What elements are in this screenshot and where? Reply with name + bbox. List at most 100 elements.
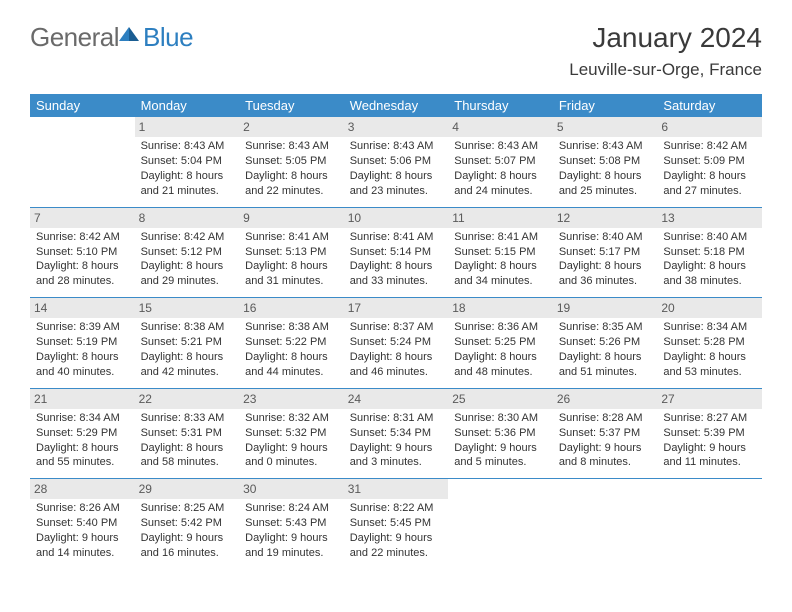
sunset-text: Sunset: 5:40 PM bbox=[36, 516, 129, 531]
sunrise-text: Sunrise: 8:43 AM bbox=[350, 139, 443, 154]
calendar-cell bbox=[30, 117, 135, 207]
weekday-header: Friday bbox=[553, 94, 658, 117]
daylight-text: Daylight: 9 hours and 8 minutes. bbox=[559, 441, 652, 471]
sunrise-text: Sunrise: 8:30 AM bbox=[454, 411, 547, 426]
sunrise-text: Sunrise: 8:33 AM bbox=[141, 411, 234, 426]
sunrise-text: Sunrise: 8:42 AM bbox=[36, 230, 129, 245]
logo-text-blue: Blue bbox=[143, 22, 193, 53]
sunset-text: Sunset: 5:45 PM bbox=[350, 516, 443, 531]
daylight-text: Daylight: 8 hours and 48 minutes. bbox=[454, 350, 547, 380]
calendar-cell: 12 Sunrise: 8:40 AMSunset: 5:17 PMDayligh… bbox=[553, 207, 658, 298]
sunset-text: Sunset: 5:31 PM bbox=[141, 426, 234, 441]
sunrise-text: Sunrise: 8:41 AM bbox=[350, 230, 443, 245]
calendar-row: 21Sunrise: 8:34 AMSunset: 5:29 PMDayligh… bbox=[30, 388, 762, 479]
sunrise-text: Sunrise: 8:28 AM bbox=[559, 411, 652, 426]
daylight-text: Daylight: 8 hours and 25 minutes. bbox=[559, 169, 652, 199]
logo-text-general: General bbox=[30, 22, 119, 53]
calendar-cell: 31Sunrise: 8:22 AMSunset: 5:45 PMDayligh… bbox=[344, 479, 449, 569]
calendar-cell: 22Sunrise: 8:33 AMSunset: 5:31 PMDayligh… bbox=[135, 388, 240, 479]
daylight-text: Daylight: 9 hours and 16 minutes. bbox=[141, 531, 234, 561]
sunrise-text: Sunrise: 8:37 AM bbox=[350, 320, 443, 335]
weekday-header-row: Sunday Monday Tuesday Wednesday Thursday… bbox=[30, 94, 762, 117]
weekday-header: Thursday bbox=[448, 94, 553, 117]
daylight-text: Daylight: 8 hours and 53 minutes. bbox=[663, 350, 756, 380]
daylight-text: Daylight: 9 hours and 19 minutes. bbox=[245, 531, 338, 561]
sunset-text: Sunset: 5:12 PM bbox=[141, 245, 234, 260]
calendar-cell: 2Sunrise: 8:43 AMSunset: 5:05 PMDaylight… bbox=[239, 117, 344, 207]
day-number: 8 bbox=[135, 208, 240, 228]
calendar-cell: 10Sunrise: 8:41 AMSunset: 5:14 PMDayligh… bbox=[344, 207, 449, 298]
sunset-text: Sunset: 5:21 PM bbox=[141, 335, 234, 350]
logo: General Blue bbox=[30, 22, 193, 53]
sunrise-text: Sunrise: 8:41 AM bbox=[454, 230, 547, 245]
sunset-text: Sunset: 5:26 PM bbox=[559, 335, 652, 350]
sunrise-text: Sunrise: 8:34 AM bbox=[663, 320, 756, 335]
sunrise-text: Sunrise: 8:25 AM bbox=[141, 501, 234, 516]
title-block: January 2024 Leuville-sur-Orge, France bbox=[569, 22, 762, 80]
sunrise-text: Sunrise: 8:43 AM bbox=[141, 139, 234, 154]
calendar-cell: 27Sunrise: 8:27 AMSunset: 5:39 PMDayligh… bbox=[657, 388, 762, 479]
day-number: 16 bbox=[239, 298, 344, 318]
day-number: 18 bbox=[448, 298, 553, 318]
calendar-cell: 28Sunrise: 8:26 AMSunset: 5:40 PMDayligh… bbox=[30, 479, 135, 569]
sunset-text: Sunset: 5:34 PM bbox=[350, 426, 443, 441]
sunset-text: Sunset: 5:24 PM bbox=[350, 335, 443, 350]
sunrise-text: Sunrise: 8:40 AM bbox=[663, 230, 756, 245]
day-number: 12 bbox=[553, 208, 658, 228]
day-number: 24 bbox=[344, 389, 449, 409]
sunrise-text: Sunrise: 8:43 AM bbox=[454, 139, 547, 154]
calendar-cell: 17Sunrise: 8:37 AMSunset: 5:24 PMDayligh… bbox=[344, 298, 449, 389]
day-number: 1 bbox=[135, 117, 240, 137]
daylight-text: Daylight: 8 hours and 28 minutes. bbox=[36, 259, 129, 289]
daylight-text: Daylight: 8 hours and 38 minutes. bbox=[663, 259, 756, 289]
sunrise-text: Sunrise: 8:38 AM bbox=[245, 320, 338, 335]
sunrise-text: Sunrise: 8:41 AM bbox=[245, 230, 338, 245]
daylight-text: Daylight: 8 hours and 36 minutes. bbox=[559, 259, 652, 289]
calendar-cell: 5Sunrise: 8:43 AMSunset: 5:08 PMDaylight… bbox=[553, 117, 658, 207]
sunset-text: Sunset: 5:05 PM bbox=[245, 154, 338, 169]
sunrise-text: Sunrise: 8:40 AM bbox=[559, 230, 652, 245]
location-subtitle: Leuville-sur-Orge, France bbox=[569, 60, 762, 80]
sunrise-text: Sunrise: 8:38 AM bbox=[141, 320, 234, 335]
day-number: 17 bbox=[344, 298, 449, 318]
calendar-cell: 23Sunrise: 8:32 AMSunset: 5:32 PMDayligh… bbox=[239, 388, 344, 479]
day-number: 21 bbox=[30, 389, 135, 409]
weekday-header: Wednesday bbox=[344, 94, 449, 117]
sunset-text: Sunset: 5:10 PM bbox=[36, 245, 129, 260]
sunrise-text: Sunrise: 8:36 AM bbox=[454, 320, 547, 335]
sunrise-text: Sunrise: 8:35 AM bbox=[559, 320, 652, 335]
sunrise-text: Sunrise: 8:22 AM bbox=[350, 501, 443, 516]
daylight-text: Daylight: 8 hours and 42 minutes. bbox=[141, 350, 234, 380]
calendar-cell: 13Sunrise: 8:40 AMSunset: 5:18 PMDayligh… bbox=[657, 207, 762, 298]
day-number: 9 bbox=[239, 208, 344, 228]
sunset-text: Sunset: 5:43 PM bbox=[245, 516, 338, 531]
day-number: 27 bbox=[657, 389, 762, 409]
calendar-cell: 6Sunrise: 8:42 AMSunset: 5:09 PMDaylight… bbox=[657, 117, 762, 207]
daylight-text: Daylight: 8 hours and 44 minutes. bbox=[245, 350, 338, 380]
sunset-text: Sunset: 5:25 PM bbox=[454, 335, 547, 350]
sunrise-text: Sunrise: 8:42 AM bbox=[141, 230, 234, 245]
sunset-text: Sunset: 5:06 PM bbox=[350, 154, 443, 169]
page-title: January 2024 bbox=[569, 22, 762, 54]
daylight-text: Daylight: 8 hours and 24 minutes. bbox=[454, 169, 547, 199]
calendar-cell: 21Sunrise: 8:34 AMSunset: 5:29 PMDayligh… bbox=[30, 388, 135, 479]
sunset-text: Sunset: 5:17 PM bbox=[559, 245, 652, 260]
sunrise-text: Sunrise: 8:26 AM bbox=[36, 501, 129, 516]
day-number: 25 bbox=[448, 389, 553, 409]
daylight-text: Daylight: 8 hours and 58 minutes. bbox=[141, 441, 234, 471]
calendar-cell: 24Sunrise: 8:31 AMSunset: 5:34 PMDayligh… bbox=[344, 388, 449, 479]
calendar-cell: 4Sunrise: 8:43 AMSunset: 5:07 PMDaylight… bbox=[448, 117, 553, 207]
calendar-row: 7Sunrise: 8:42 AMSunset: 5:10 PMDaylight… bbox=[30, 207, 762, 298]
sunset-text: Sunset: 5:04 PM bbox=[141, 154, 234, 169]
calendar-cell: 16Sunrise: 8:38 AMSunset: 5:22 PMDayligh… bbox=[239, 298, 344, 389]
daylight-text: Daylight: 9 hours and 14 minutes. bbox=[36, 531, 129, 561]
day-number: 10 bbox=[344, 208, 449, 228]
sunrise-text: Sunrise: 8:39 AM bbox=[36, 320, 129, 335]
calendar-cell: 18 Sunrise: 8:36 AMSunset: 5:25 PMDayligh… bbox=[448, 298, 553, 389]
weekday-header: Monday bbox=[135, 94, 240, 117]
daylight-text: Daylight: 8 hours and 31 minutes. bbox=[245, 259, 338, 289]
calendar-cell: 29Sunrise: 8:25 AMSunset: 5:42 PMDayligh… bbox=[135, 479, 240, 569]
day-number: 14 bbox=[30, 298, 135, 318]
calendar-row: 1Sunrise: 8:43 AMSunset: 5:04 PMDaylight… bbox=[30, 117, 762, 207]
sunset-text: Sunset: 5:39 PM bbox=[663, 426, 756, 441]
